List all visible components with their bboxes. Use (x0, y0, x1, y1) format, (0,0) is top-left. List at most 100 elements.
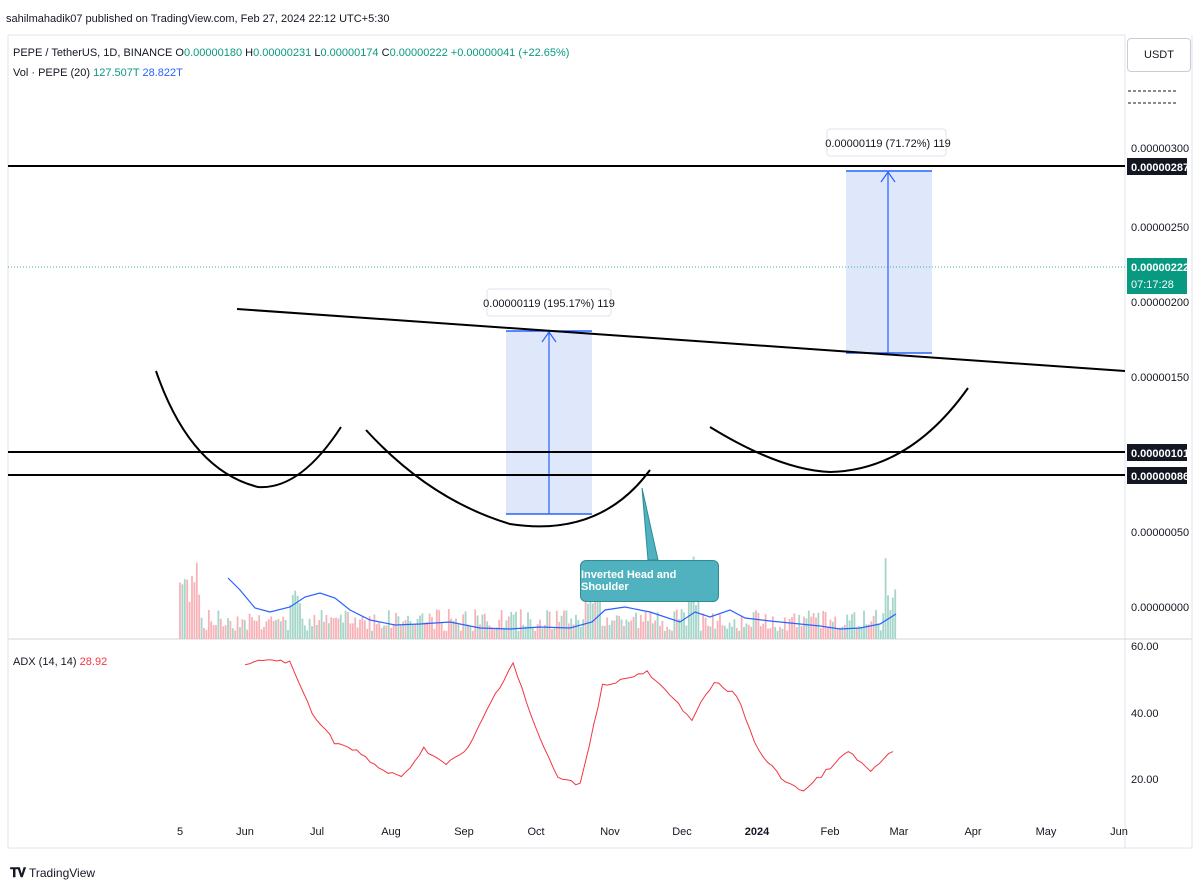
volume-bar (687, 567, 690, 639)
volume-bar (606, 617, 609, 639)
volume-bar (731, 626, 733, 639)
volume-bar (529, 619, 532, 639)
volume-bar (879, 630, 882, 639)
volume-bar (889, 610, 892, 639)
volume-bar (565, 610, 568, 639)
volume-bar (272, 620, 275, 639)
volume-bar (695, 605, 697, 639)
volume-bar (253, 620, 256, 639)
volume-bar (685, 625, 688, 639)
volume-bar (279, 621, 282, 639)
volume-bar (399, 625, 402, 639)
volume-bar (289, 604, 292, 639)
volume-bar (635, 612, 637, 639)
volume-bar (351, 623, 354, 639)
volume-bar (395, 613, 397, 639)
change-value: +0.00000041 (+22.65%) (450, 47, 570, 59)
volume-bar (791, 616, 793, 639)
volume-bar (776, 630, 779, 639)
volume-bar (179, 582, 181, 639)
volume-bar (315, 624, 318, 639)
low-value: 0.00000174 (320, 47, 379, 59)
volume-bar (810, 616, 813, 639)
volume-bar (735, 628, 738, 639)
volume-bar (613, 620, 616, 639)
symbol-name[interactable]: PEPE / TetherUS, 1D, BINANCE (13, 47, 173, 59)
time-tick: May (1036, 826, 1057, 838)
measure-label-first: 0.00000119 (195.17%) 119 (483, 298, 615, 310)
time-tick: Jul (310, 826, 324, 838)
footer-brand[interactable]: 𝐓𝐕 TradingView (10, 865, 95, 881)
volume-bar (555, 610, 558, 639)
volume-bar (623, 626, 625, 639)
volume-bar (707, 625, 709, 639)
volume-bar (188, 601, 191, 639)
volume-bar (294, 590, 297, 639)
resistance-tag: 0.00000287 (1131, 162, 1189, 174)
volume-bar (443, 630, 445, 639)
time-tick: Mar (890, 826, 909, 838)
volume-bar (558, 621, 561, 639)
volume-bar (805, 618, 808, 639)
volume-bar (829, 619, 832, 639)
volume-bar (867, 624, 870, 639)
volume-bar (699, 630, 702, 639)
volume-bar (275, 620, 277, 639)
volume-bar (795, 627, 798, 639)
pattern-callout: Inverted Head and Shoulder (580, 560, 719, 602)
head-curve (365, 429, 651, 528)
volume-bar (308, 618, 311, 639)
volume-bar (311, 626, 313, 639)
volume-bar (366, 628, 369, 639)
volume-bar (750, 626, 753, 639)
volume-bar (450, 618, 453, 639)
volume-bar (745, 623, 748, 639)
volume-bar (505, 620, 508, 639)
neckline (236, 308, 1126, 372)
volume-bar (335, 617, 337, 639)
volume-bar (339, 614, 342, 639)
adx-value: 28.92 (79, 656, 108, 668)
volume-bar (836, 629, 839, 639)
volume-bar (181, 584, 184, 639)
volume-bar (359, 619, 361, 639)
volume-bar (726, 628, 729, 639)
volume-bar (762, 623, 765, 639)
volume-bar (467, 624, 469, 639)
volume-bar (459, 630, 462, 639)
currency-button[interactable]: USDT (1127, 38, 1191, 72)
volume-bar (510, 611, 513, 639)
volume-bar (419, 615, 421, 639)
price-axis: 0.00000300 0.00000250 0.00000200 0.00000… (1131, 143, 1189, 614)
volume-bar (627, 621, 630, 639)
volume-bar (354, 617, 357, 639)
time-tick: Aug (381, 826, 401, 838)
price-tick: 0.00000050 (1131, 527, 1189, 539)
volume-bar (210, 621, 213, 639)
volume-bar (219, 618, 222, 639)
volume-bar (195, 562, 198, 639)
volume-bar (589, 569, 592, 639)
volume-bar (284, 619, 287, 639)
adx-line (244, 659, 894, 792)
volume-bar (438, 610, 441, 639)
volume-bar (404, 620, 407, 639)
tradingview-logo-icon: 𝐓𝐕 (10, 865, 26, 880)
volume-bar (282, 616, 285, 639)
volume-bar (402, 621, 405, 639)
volume-bar (632, 616, 635, 639)
volume-bar (572, 624, 575, 639)
volume-bar (798, 614, 801, 639)
volume-bar (611, 620, 613, 639)
volume-bar (483, 613, 486, 639)
volume-bar (416, 618, 419, 639)
volume-bar (248, 613, 251, 639)
measure-box-second (846, 171, 932, 353)
volume-bar (246, 629, 249, 639)
volume-bar (431, 617, 433, 639)
volume-bar (843, 624, 846, 639)
volume-bar (303, 625, 306, 639)
volume-bar (666, 626, 669, 639)
level-101-tag: 0.00000101 (1131, 448, 1189, 460)
volume-bar (683, 612, 685, 639)
